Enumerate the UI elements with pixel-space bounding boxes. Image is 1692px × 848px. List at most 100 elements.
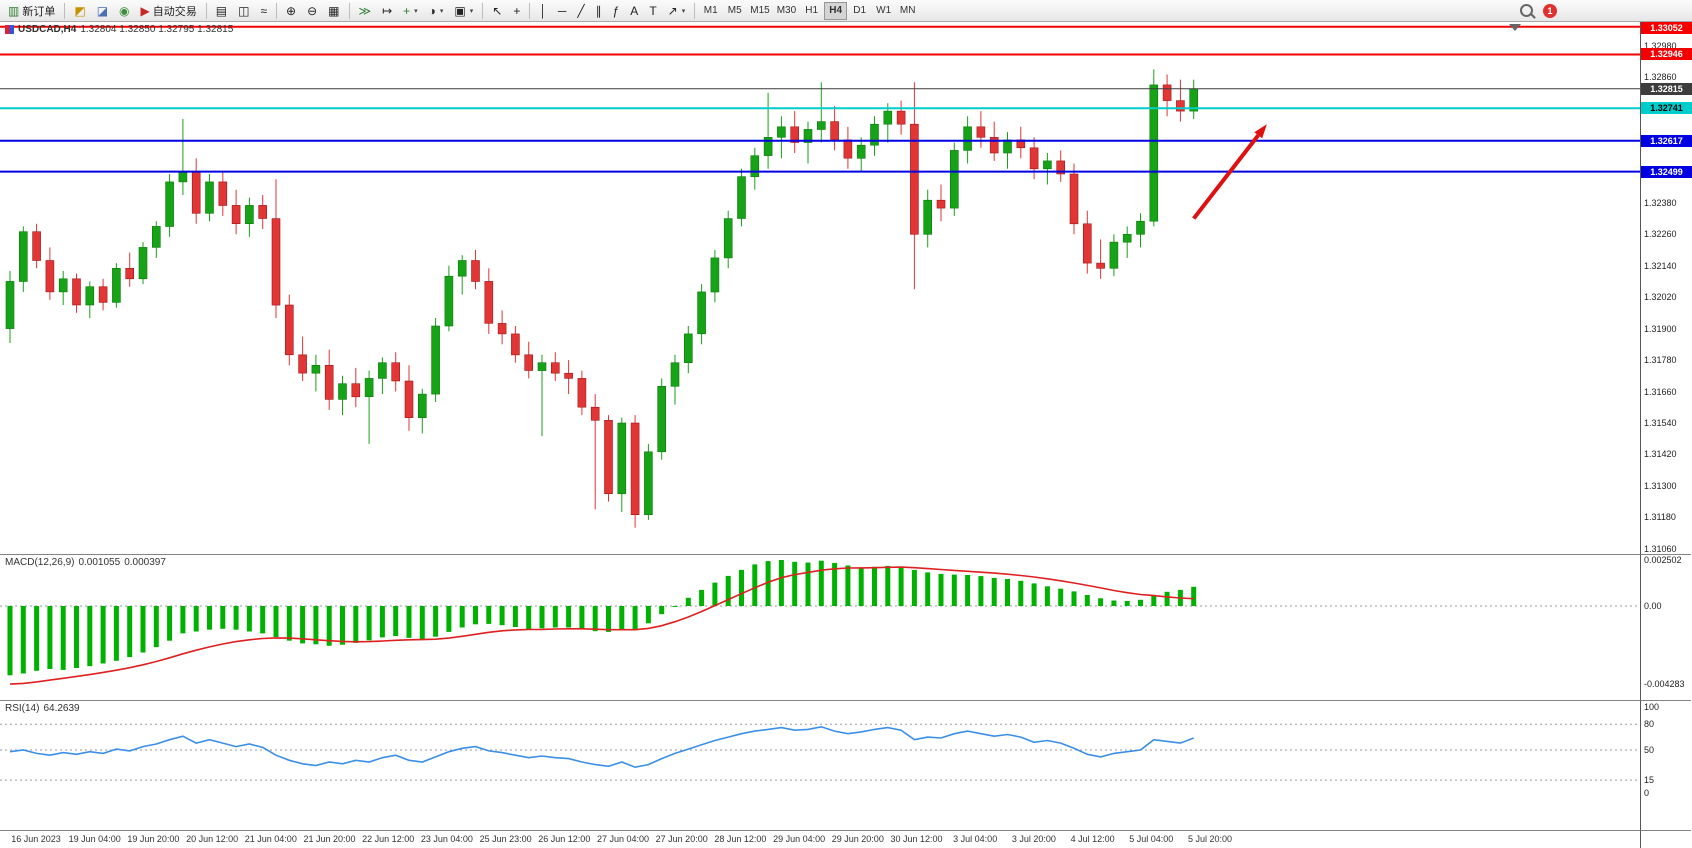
time-label: 27 Jun 04:00 (596, 834, 650, 844)
navigator-button[interactable]: ◉ (114, 2, 134, 20)
timeframe-h4[interactable]: H4 (824, 1, 848, 20)
fibonacci-icon: ƒ (612, 3, 620, 18)
rsi-label: RSI(14) (5, 703, 40, 714)
price-label-1.32499: 1.32499 (1641, 165, 1692, 178)
zoom-out-icon: ⊖ (307, 3, 318, 18)
macd-axis-label: 0.002502 (1644, 555, 1682, 566)
price-tick: 1.31180 (1644, 512, 1676, 523)
timeframe-m15[interactable]: M15 (747, 2, 772, 20)
horizontal-line-button[interactable]: ─ (553, 2, 572, 20)
bars-chart-button[interactable]: ▤ (211, 2, 232, 20)
vertical-line-icon: │ (539, 3, 547, 18)
price-label-1.32815: 1.32815 (1641, 82, 1692, 95)
time-label: 4 Jul 12:00 (1070, 834, 1115, 844)
price-tick: 1.31660 (1644, 386, 1677, 397)
rsi-plot[interactable]: RSI(14) 64.2639 (0, 700, 1640, 830)
cursor-button[interactable]: ↖ (487, 2, 507, 20)
time-label: 26 Jun 12:00 (538, 834, 591, 844)
trendline-button[interactable]: ╱ (572, 2, 589, 20)
time-label: 22 Jun 12:00 (362, 834, 415, 844)
search-icon[interactable] (1520, 4, 1533, 17)
rsi-value: 64.2639 (43, 703, 80, 714)
templates-button[interactable]: ▣ ▾ (449, 2, 478, 20)
rsi-scale[interactable]: 100 80 50 15 0 (1640, 700, 1691, 830)
price-scale[interactable]: 1.329801.328601.327401.326201.325001.323… (1640, 22, 1692, 554)
text-icon: A (630, 3, 639, 18)
arrows-icon: ↗ (667, 3, 678, 18)
zoom-out-button[interactable]: ⊖ (302, 2, 322, 20)
crosshair-button[interactable]: + (508, 2, 525, 20)
timeframe-m30[interactable]: M30 (774, 2, 799, 20)
notification-badge[interactable]: 1 (1543, 3, 1557, 18)
macd-scale[interactable]: 0.002502 0.00 -0.004283 (1640, 554, 1691, 700)
vertical-line-button[interactable]: │ (534, 2, 552, 20)
toolbar-right-group: 1 (1520, 3, 1557, 18)
toolbar-separator (64, 2, 66, 19)
time-label: 21 Jun 04:00 (244, 834, 297, 844)
timeframe-m5[interactable]: M5 (723, 2, 746, 20)
channel-button[interactable]: ∥ (591, 2, 607, 20)
periods-button[interactable]: ◑ ▾ (424, 2, 449, 20)
time-axis[interactable]: 16 Jun 2023 19 Jun 04:00 19 Jun 20:00 20 Ju… (0, 830, 1640, 848)
new-chart-button[interactable]: ◩ (69, 2, 90, 20)
trend-arrow[interactable] (1192, 134, 1260, 220)
time-label: 28 Jun 12:00 (714, 834, 767, 844)
timeframe-m1[interactable]: M1 (699, 2, 722, 20)
rsi-axis-label: 80 (1644, 719, 1655, 730)
price-label-1.32946: 1.32946 (1641, 48, 1692, 61)
fibonacci-button[interactable]: ƒ (608, 2, 625, 20)
text-button[interactable]: A (625, 2, 643, 20)
autotrading-button[interactable]: ▶ 自动交易 (136, 2, 202, 20)
templates-icon: ▣ (454, 3, 466, 18)
candles (5, 69, 1198, 528)
time-label: 16 Jun 2023 (11, 834, 61, 844)
macd-signal-line (9, 566, 1194, 685)
price-tick: 1.32020 (1644, 292, 1677, 303)
candlestick-chart-button[interactable]: ◫ (233, 2, 254, 20)
line-chart-button[interactable]: ≈ (255, 2, 272, 20)
price-tick: 1.32980 (1644, 40, 1677, 51)
zoom-in-icon: ⊕ (286, 3, 297, 18)
macd-signal-value: 0.000397 (124, 557, 166, 568)
profiles-button[interactable]: ◪ (92, 2, 113, 20)
arrows-button[interactable]: ↗ ▾ (663, 2, 691, 20)
zoom-in-button[interactable]: ⊕ (281, 2, 301, 20)
auto-scroll-icon: ≫ (358, 3, 372, 18)
time-label: 19 Jun 04:00 (68, 834, 121, 844)
candlestick-canvas[interactable] (0, 22, 1640, 554)
time-label: 25 Jun 23:00 (479, 834, 532, 844)
bars-chart-icon: ▤ (215, 3, 228, 18)
periods-icon: ◑ (428, 3, 436, 18)
indicators-button[interactable]: + ▾ (398, 2, 423, 20)
timeframe-d1[interactable]: D1 (848, 2, 871, 20)
cursor-icon: ↖ (492, 3, 503, 18)
macd-title: MACD(12,26,9) 0.001055 0.000397 (5, 557, 166, 568)
main-chart-row: USDCAD,H4 1.32804 1.32850 1.32795 1.3281… (0, 22, 1692, 554)
chart-shift-button[interactable]: ↦ (377, 2, 397, 20)
main-chart-plot[interactable]: USDCAD,H4 1.32804 1.32850 1.32795 1.3281… (0, 22, 1640, 554)
chart-shift-marker[interactable] (1509, 24, 1521, 31)
tile-windows-button[interactable]: ▦ (323, 2, 344, 20)
text-label-button[interactable]: T (644, 2, 661, 20)
rsi-axis-label: 100 (1644, 702, 1660, 712)
candlestick-chart-icon: ◫ (238, 3, 250, 18)
timeframe-mn[interactable]: MN (896, 2, 919, 20)
price-tick: 1.32380 (1644, 197, 1677, 208)
macd-plot[interactable]: MACD(12,26,9) 0.001055 0.000397 (0, 554, 1640, 700)
autotrading-icon: ▶ (140, 3, 150, 18)
autotrading-label: 自动交易 (152, 5, 197, 18)
navigator-icon: ◉ (119, 3, 130, 18)
auto-scroll-button[interactable]: ≫ (354, 2, 377, 20)
macd-canvas[interactable] (0, 555, 1640, 700)
timeframe-h1[interactable]: H1 (800, 2, 823, 20)
toolbar-separator (348, 2, 350, 19)
timeframe-w1[interactable]: W1 (872, 2, 895, 20)
line-chart-icon: ≈ (260, 3, 268, 18)
new-chart-icon: ◩ (74, 3, 86, 18)
rsi-canvas[interactable] (0, 701, 1640, 830)
new-order-button[interactable]: ▥ 新订单 (3, 2, 60, 20)
text-label-icon: T (649, 3, 657, 18)
dropdown-caret-icon: ▾ (439, 7, 444, 15)
macd-main-value: 0.001055 (78, 557, 121, 568)
trendline-icon: ╱ (577, 3, 585, 18)
